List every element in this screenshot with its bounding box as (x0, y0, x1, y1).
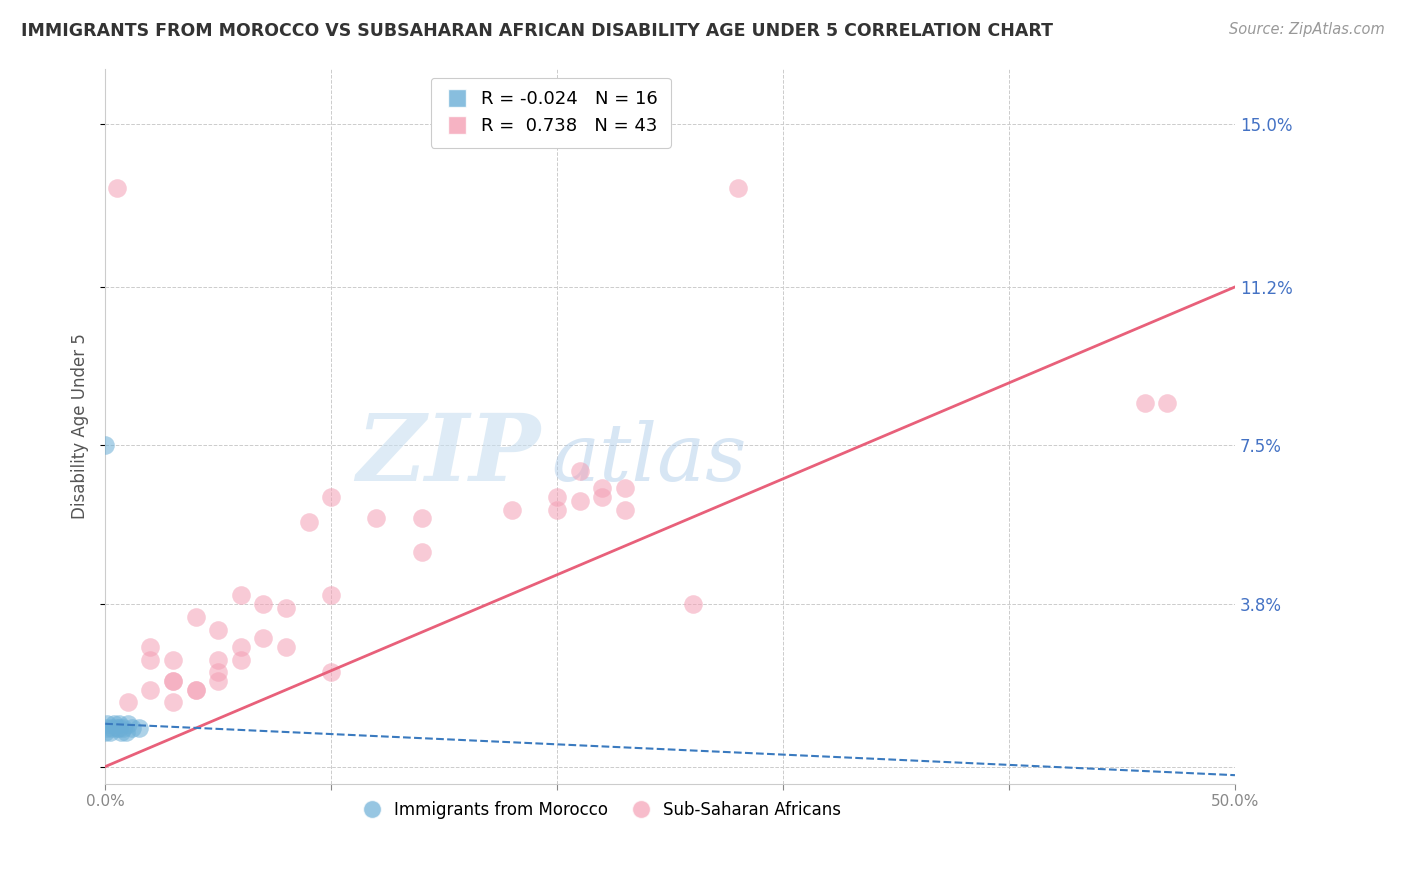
Point (96, 721, 118, 735)
Point (139, 682, 162, 697)
Text: Source: ZipAtlas.com: Source: ZipAtlas.com (1229, 22, 1385, 37)
Y-axis label: Disability Age Under 5: Disability Age Under 5 (72, 334, 89, 519)
Point (94, 438, 117, 452)
Point (546, 490, 568, 504)
Point (1156, 395, 1178, 409)
Point (101, 721, 124, 735)
Point (162, 652, 184, 666)
Point (96, 716, 118, 731)
Point (121, 721, 143, 735)
Point (184, 609, 207, 624)
Point (103, 716, 125, 731)
Point (162, 673, 184, 688)
Point (207, 623, 229, 637)
Point (1133, 395, 1156, 409)
Point (110, 725, 132, 739)
Point (568, 494, 591, 508)
Point (229, 640, 252, 654)
Point (411, 545, 433, 559)
Point (229, 588, 252, 602)
Point (98, 725, 121, 739)
Point (613, 502, 636, 516)
Text: ZIP: ZIP (356, 409, 540, 500)
Point (207, 665, 229, 680)
Point (105, 181, 128, 195)
Point (162, 673, 184, 688)
Point (682, 597, 704, 611)
Point (105, 721, 128, 735)
Point (117, 716, 139, 731)
Point (613, 481, 636, 495)
Point (139, 652, 162, 666)
Point (252, 597, 274, 611)
Point (207, 652, 229, 666)
Point (184, 682, 207, 697)
Point (546, 502, 568, 516)
Text: IMMIGRANTS FROM MOROCCO VS SUBSAHARAN AFRICAN DISABILITY AGE UNDER 5 CORRELATION: IMMIGRANTS FROM MOROCCO VS SUBSAHARAN AF… (21, 22, 1053, 40)
Point (274, 601, 297, 615)
Point (727, 181, 749, 195)
Point (321, 490, 343, 504)
Point (252, 631, 274, 645)
Point (297, 516, 319, 530)
Point (117, 695, 139, 709)
Point (94, 725, 117, 739)
Point (139, 640, 162, 654)
Point (321, 588, 343, 602)
Point (112, 721, 135, 735)
Point (207, 673, 229, 688)
Text: atlas: atlas (551, 419, 747, 497)
Point (107, 716, 129, 731)
Point (162, 695, 184, 709)
Point (321, 665, 343, 680)
Point (568, 464, 591, 478)
Point (184, 682, 207, 697)
Point (107, 721, 129, 735)
Point (591, 490, 613, 504)
Point (501, 502, 523, 516)
Point (274, 640, 297, 654)
Point (411, 511, 433, 525)
Point (229, 652, 252, 666)
Legend: Immigrants from Morocco, Sub-Saharan Africans: Immigrants from Morocco, Sub-Saharan Afr… (357, 794, 848, 825)
Point (114, 725, 136, 739)
Point (591, 481, 613, 495)
Point (128, 721, 150, 735)
Point (366, 511, 388, 525)
